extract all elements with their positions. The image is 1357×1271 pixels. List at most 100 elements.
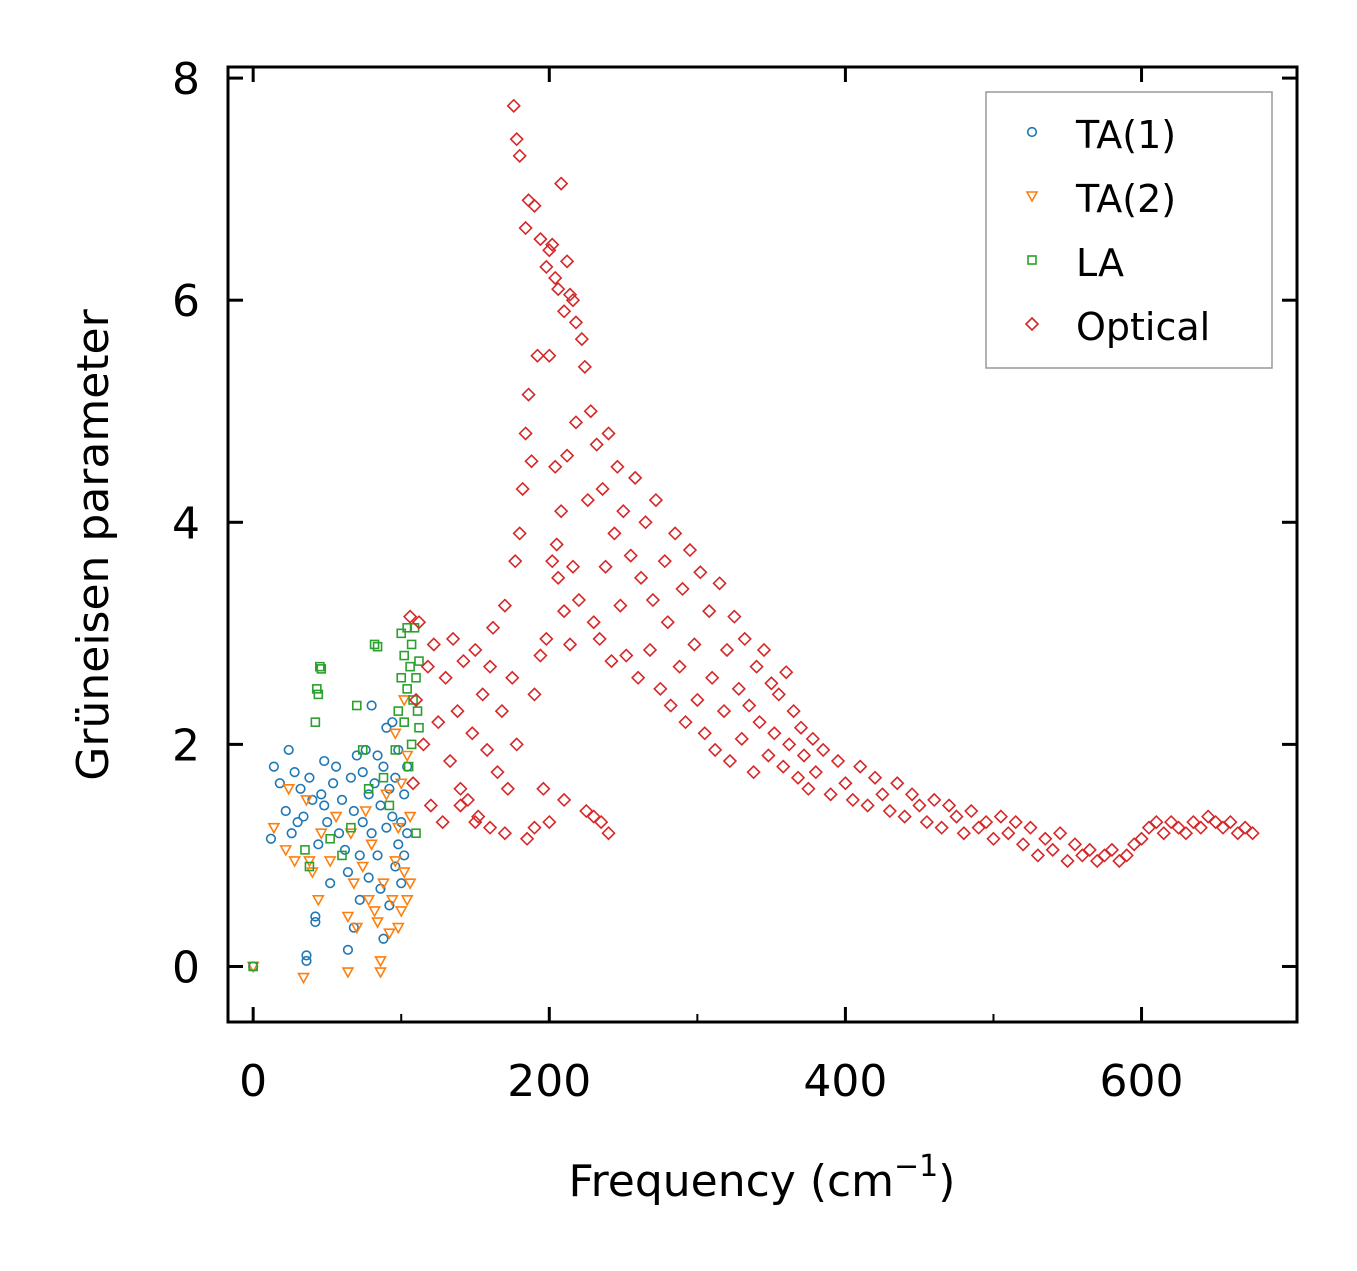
data-point-1-5 (297, 972, 310, 985)
data-point-3-84 (613, 598, 628, 613)
data-point-3-67 (562, 637, 578, 652)
data-point-0-55 (387, 717, 398, 728)
data-point-3-49 (542, 243, 557, 258)
data-point-2-4 (312, 684, 322, 694)
data-point-3-74 (583, 404, 598, 419)
data-point-3-30 (509, 737, 524, 752)
data-point-3-52 (551, 281, 566, 297)
data-point-3-95 (653, 681, 668, 696)
y-tick-label: 6 (172, 276, 200, 327)
data-point-0-5 (283, 744, 294, 756)
data-point-3-126 (767, 726, 782, 741)
data-point-3-19 (471, 809, 486, 824)
data-point-3-150 (904, 787, 920, 802)
data-point-3-148 (890, 776, 905, 791)
data-point-3-54 (556, 304, 572, 319)
data-point-3-70 (571, 592, 587, 608)
data-point-1-6 (300, 795, 313, 807)
data-point-0-57 (390, 772, 401, 783)
data-point-3-96 (657, 554, 672, 569)
data-point-3-66 (559, 448, 575, 463)
data-point-3-108 (702, 603, 717, 619)
x-tick-label: 200 (507, 1056, 591, 1107)
data-point-3-184 (1156, 826, 1171, 841)
data-point-3-119 (742, 698, 757, 713)
data-point-3-2 (408, 692, 424, 708)
data-point-0-37 (357, 817, 368, 828)
data-point-3-25 (494, 703, 510, 719)
data-point-3-168 (1038, 831, 1053, 846)
series-ta-1 (248, 700, 413, 972)
data-point-0-17 (313, 839, 324, 850)
data-point-3-46 (527, 198, 542, 213)
data-point-3-47 (533, 231, 548, 247)
data-point-1-29 (385, 895, 399, 907)
data-point-1-28 (383, 928, 396, 940)
data-point-3-129 (779, 665, 794, 680)
data-point-3-136 (805, 731, 820, 746)
plot-area (246, 98, 1260, 985)
data-point-2-33 (411, 672, 421, 683)
data-point-2-10 (346, 822, 356, 833)
data-point-1-27 (380, 789, 393, 802)
data-point-3-4 (416, 737, 431, 752)
x-axis-label-end: ) (938, 1156, 955, 1207)
data-point-3-147 (882, 803, 897, 819)
data-point-3-99 (668, 526, 683, 541)
data-point-2-27 (405, 661, 415, 672)
data-point-3-125 (764, 676, 779, 691)
data-point-3-94 (648, 492, 664, 508)
data-point-3-183 (1149, 814, 1164, 830)
data-point-1-13 (341, 967, 355, 979)
data-point-0-11 (301, 950, 312, 961)
data-point-1-1 (267, 822, 281, 835)
data-point-3-140 (830, 753, 846, 769)
data-point-1-24 (374, 956, 387, 968)
data-point-3-88 (628, 470, 643, 486)
data-point-0-54 (387, 811, 398, 822)
data-point-3-193 (1223, 814, 1238, 830)
data-point-3-10 (438, 670, 453, 685)
data-point-0-47 (375, 800, 386, 811)
data-point-0-18 (316, 789, 327, 800)
data-point-3-58 (568, 315, 584, 330)
data-point-3-1 (405, 776, 421, 791)
data-point-3-174 (1082, 842, 1097, 858)
data-point-3-32 (515, 481, 530, 497)
data-point-3-12 (445, 631, 461, 647)
data-point-3-112 (716, 703, 732, 719)
data-point-3-90 (633, 570, 649, 585)
data-point-0-28 (342, 866, 354, 878)
data-point-3-33 (518, 426, 533, 441)
data-point-1-14 (341, 911, 355, 924)
data-point-0-12 (301, 955, 312, 967)
data-point-3-134 (796, 748, 812, 763)
data-point-3-7 (426, 637, 441, 652)
data-point-0-36 (357, 767, 368, 778)
data-point-3-190 (1201, 809, 1216, 824)
data-point-3-135 (801, 781, 816, 796)
data-point-3-144 (860, 798, 875, 813)
y-tick-label: 2 (172, 720, 200, 771)
data-point-3-97 (660, 615, 675, 630)
data-point-1-11 (323, 856, 337, 868)
data-point-3-201 (556, 792, 572, 808)
x-axis-label-main: Frequency (cm (569, 1156, 895, 1207)
data-point-3-117 (734, 731, 749, 746)
data-point-3-181 (1134, 831, 1149, 846)
data-point-1-37 (397, 695, 411, 707)
data-point-3-77 (592, 631, 607, 647)
data-point-3-59 (542, 348, 557, 363)
data-point-0-48 (378, 933, 389, 944)
data-point-3-38 (533, 648, 548, 663)
data-point-2-23 (399, 717, 409, 727)
data-point-3-23 (485, 620, 501, 635)
data-point-0-16 (310, 916, 321, 928)
data-point-2-1 (300, 845, 310, 855)
data-point-2-34 (412, 706, 423, 716)
data-point-3-206 (482, 820, 498, 835)
data-point-3-118 (737, 631, 752, 647)
data-point-1-26 (377, 878, 390, 890)
data-point-1-18 (356, 861, 370, 874)
